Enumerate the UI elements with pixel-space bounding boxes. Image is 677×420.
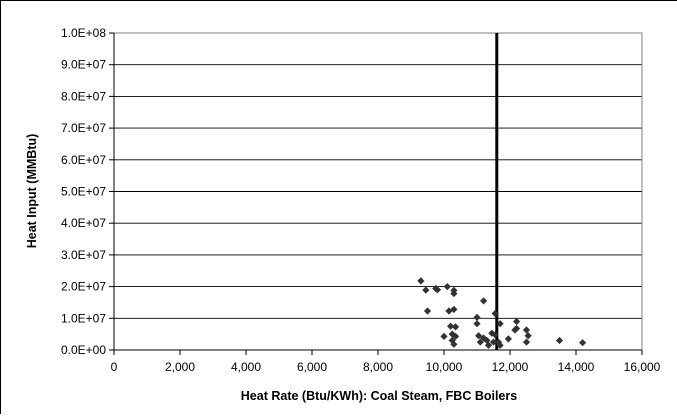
data-point: [483, 336, 491, 345]
y-tick-label: 4.0E+07: [61, 216, 106, 230]
data-point: [489, 338, 498, 346]
x-tick-label: 0: [111, 360, 118, 374]
data-point: [417, 277, 425, 285]
y-tick-label: 6.0E+07: [61, 153, 106, 167]
x-axis-title: Heat Rate (Btu/KWh): Coal Steam, FBC Boi…: [241, 389, 517, 403]
x-tick-label: 2,000: [165, 360, 195, 374]
data-point: [522, 338, 531, 346]
data-point: [491, 331, 499, 339]
y-tick-label: 7.0E+07: [61, 121, 106, 135]
data-point: [443, 283, 451, 291]
y-axis-title: Heat Input (MMBtu): [25, 134, 39, 249]
data-point: [491, 309, 499, 318]
x-tick-label: 4,000: [231, 360, 261, 374]
data-point: [433, 286, 441, 294]
data-point: [480, 297, 488, 305]
data-point: [473, 313, 481, 321]
data-point: [440, 332, 448, 340]
data-point: [480, 334, 488, 342]
data-point: [473, 320, 481, 328]
data-point: [451, 323, 460, 331]
data-point: [496, 341, 504, 349]
data-point: [522, 326, 531, 334]
data-point: [423, 307, 432, 315]
y-tick-label: 0.0E+00: [61, 343, 106, 357]
x-tick-label: 6,000: [297, 360, 327, 374]
data-point: [422, 286, 430, 294]
data-point: [504, 335, 512, 343]
x-tick-label: 16,000: [624, 360, 661, 374]
data-point: [579, 339, 587, 347]
x-tick-label: 12,000: [492, 360, 529, 374]
x-tick-label: 14,000: [558, 360, 595, 374]
data-point: [513, 317, 521, 326]
data-point: [450, 305, 458, 314]
data-point: [513, 324, 521, 333]
data-point: [447, 322, 455, 330]
data-point: [475, 332, 483, 340]
data-point: [450, 340, 458, 348]
data-point: [451, 332, 460, 340]
x-tick-label: 10,000: [426, 360, 463, 374]
data-point: [524, 332, 532, 340]
data-point: [476, 338, 484, 346]
y-tick-label: 1.0E+08: [61, 26, 106, 40]
y-tick-label: 5.0E+07: [61, 185, 106, 199]
data-point: [555, 336, 564, 345]
data-point: [484, 341, 493, 349]
data-point: [445, 307, 453, 315]
x-tick-label: 8,000: [363, 360, 393, 374]
y-tick-label: 3.0E+07: [61, 248, 106, 262]
data-point: [488, 329, 496, 337]
y-tick-label: 9.0E+07: [61, 58, 106, 72]
y-tick-label: 1.0E+07: [61, 311, 106, 325]
y-tick-label: 2.0E+07: [61, 280, 106, 294]
data-point: [496, 320, 504, 328]
y-tick-label: 8.0E+07: [61, 89, 106, 103]
data-point: [450, 286, 458, 295]
